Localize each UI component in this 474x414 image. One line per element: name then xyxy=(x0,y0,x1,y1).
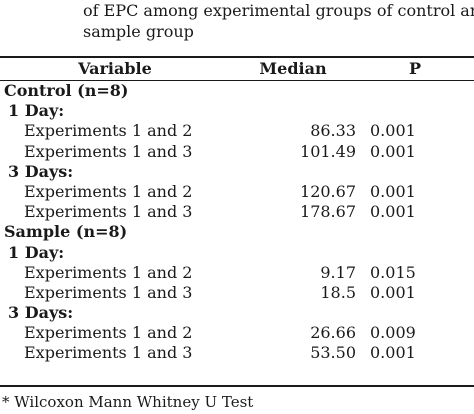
subgroup-heading-row: 1 Day: xyxy=(0,243,474,263)
subgroup-heading-row: 3 Days: xyxy=(0,303,474,323)
table-row: Experiments 1 and 2 86.33 0.001 xyxy=(0,121,474,141)
p-value: 0.001 xyxy=(370,343,416,363)
row-label: 1 Day: xyxy=(8,101,65,121)
table-bottom-rule xyxy=(0,385,474,387)
table-row: Experiments 1 and 2 120.67 0.001 xyxy=(0,182,474,202)
caption-line-2: sample group xyxy=(83,22,194,41)
table-row: Experiments 1 and 3 18.5 0.001 xyxy=(0,283,474,303)
table-top-rule xyxy=(0,56,474,58)
row-label: 3 Days: xyxy=(8,161,74,181)
median-value: 178.67 xyxy=(300,202,356,222)
row-label: Control (n=8) xyxy=(4,81,129,100)
header-p: P xyxy=(408,59,422,78)
p-value: 0.001 xyxy=(370,141,416,161)
row-label: 1 Day: xyxy=(8,242,65,262)
group-heading-row: Sample (n=8) xyxy=(0,222,474,242)
row-label: Experiments 1 and 2 xyxy=(24,121,193,141)
median-value: 9.17 xyxy=(320,262,356,282)
row-label: Experiments 1 and 2 xyxy=(24,181,193,201)
row-label: Experiments 1 and 3 xyxy=(24,282,193,302)
table-body: Control (n=8) 1 Day: Experiments 1 and 2 86… xyxy=(0,81,474,364)
header-median: Median xyxy=(259,59,327,78)
group-heading-row: Control (n=8) xyxy=(0,81,474,101)
p-value: 0.001 xyxy=(370,282,416,302)
median-value: 26.66 xyxy=(310,323,356,343)
table-row: Experiments 1 and 2 26.66 0.009 xyxy=(0,323,474,343)
p-value: 0.015 xyxy=(370,262,416,282)
table-row: Experiments 1 and 2 9.17 0.015 xyxy=(0,263,474,283)
median-value: 18.5 xyxy=(320,282,356,302)
row-label: Experiments 1 and 3 xyxy=(24,141,193,161)
median-value: 86.33 xyxy=(310,121,356,141)
row-label: Sample (n=8) xyxy=(4,222,128,242)
median-value: 120.67 xyxy=(300,181,356,201)
header-variable: Variable xyxy=(78,59,152,78)
row-label: Experiments 1 and 2 xyxy=(24,262,193,282)
table-caption: of EPC among experimental groups of cont… xyxy=(83,0,474,42)
p-value: 0.001 xyxy=(370,121,416,141)
subgroup-heading-row: 3 Days: xyxy=(0,162,474,182)
median-value: 101.49 xyxy=(300,141,356,161)
table-row: Experiments 1 and 3 53.50 0.001 xyxy=(0,343,474,363)
p-value: 0.009 xyxy=(370,323,416,343)
p-value: 0.001 xyxy=(370,181,416,201)
row-label: Experiments 1 and 3 xyxy=(24,343,193,363)
table-header-rule xyxy=(0,80,474,81)
table-row: Experiments 1 and 3 101.49 0.001 xyxy=(0,142,474,162)
subgroup-heading-row: 1 Day: xyxy=(0,101,474,121)
p-value: 0.001 xyxy=(370,202,416,222)
table-footnote: * Wilcoxon Mann Whitney U Test xyxy=(2,393,254,411)
table-row: Experiments 1 and 3 178.67 0.001 xyxy=(0,202,474,222)
row-label: 3 Days: xyxy=(8,303,74,323)
median-value: 53.50 xyxy=(310,343,356,363)
caption-line-1: of EPC among experimental groups of cont… xyxy=(83,1,474,20)
row-label: Experiments 1 and 3 xyxy=(24,202,193,222)
row-label: Experiments 1 and 2 xyxy=(24,323,193,343)
